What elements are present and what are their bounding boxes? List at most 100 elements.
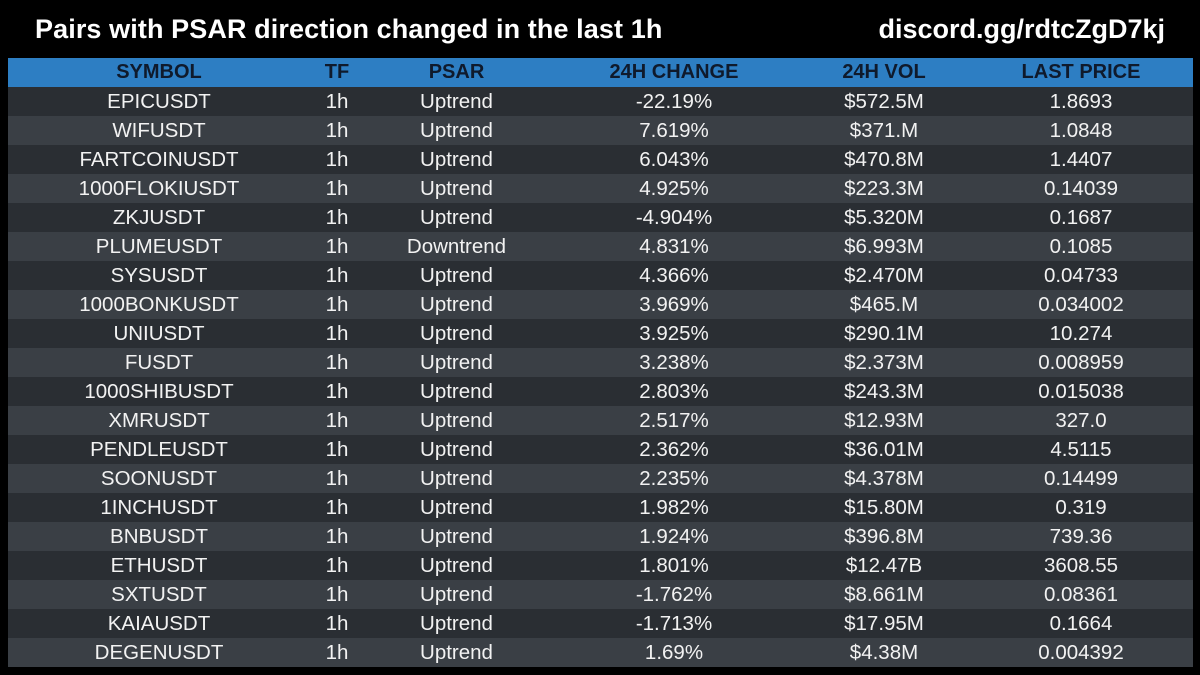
tf-cell: 1h (325, 438, 349, 461)
volume-cell: $36.01M (844, 438, 924, 461)
table-row[interactable]: XMRUSDT 1h Uptrend 2.517% $12.93M 327.0 (8, 406, 1193, 435)
volume-cell: $5.320M (844, 206, 924, 229)
psar-cell: Uptrend (420, 148, 493, 171)
tf-cell: 1h (325, 554, 349, 577)
table-row[interactable]: EPICUSDT 1h Uptrend -22.19% $572.5M 1.8693 (8, 87, 1193, 116)
header-bar: Pairs with PSAR direction changed in the… (0, 0, 1200, 58)
table-row[interactable]: 1000SHIBUSDT 1h Uptrend 2.803% $243.3M 0.0150… (8, 377, 1193, 406)
change-cell: 3.969% (639, 293, 709, 316)
table-row[interactable]: ZKJUSDT 1h Uptrend -4.904% $5.320M 0.1687 (8, 203, 1193, 232)
price-cell: 0.1687 (1049, 206, 1113, 229)
psar-cell: Uptrend (420, 119, 493, 142)
price-cell: 0.008959 (1038, 351, 1124, 374)
table-row[interactable]: ETHUSDT 1h Uptrend 1.801% $12.47B 3608.55 (8, 551, 1193, 580)
tf-cell: 1h (325, 264, 349, 287)
tf-cell: 1h (325, 641, 349, 664)
change-cell: 1.801% (639, 554, 709, 577)
volume-cell: $470.8M (844, 148, 924, 171)
volume-cell: $4.38M (849, 641, 919, 664)
table-row[interactable]: SXTUSDT 1h Uptrend -1.762% $8.661M 0.08361 (8, 580, 1193, 609)
column-header-symbol[interactable]: SYMBOL (116, 61, 202, 83)
price-cell: 1.8693 (1049, 90, 1113, 113)
psar-cell: Uptrend (420, 322, 493, 345)
price-cell: 0.015038 (1038, 380, 1124, 403)
price-cell: 3608.55 (1043, 554, 1119, 577)
change-cell: 2.517% (639, 409, 709, 432)
table-row[interactable]: SOONUSDT 1h Uptrend 2.235% $4.378M 0.14499 (8, 464, 1193, 493)
page-title: Pairs with PSAR direction changed in the… (35, 14, 663, 44)
table-row[interactable]: 1000FLOKIUSDT 1h Uptrend 4.925% $223.3M 0.140… (8, 174, 1193, 203)
price-cell: 739.36 (1049, 525, 1113, 548)
price-cell: 0.04733 (1043, 264, 1119, 287)
symbol-cell: FUSDT (124, 351, 194, 374)
psar-cell: Uptrend (420, 612, 493, 635)
volume-cell: $572.5M (844, 90, 924, 113)
column-header-24h-change[interactable]: 24H CHANGE (609, 61, 739, 83)
volume-cell: $2.373M (844, 351, 924, 374)
table-row[interactable]: SYSUSDT 1h Uptrend 4.366% $2.470M 0.04733 (8, 261, 1193, 290)
table-row[interactable]: WIFUSDT 1h Uptrend 7.619% $371.M 1.0848 (8, 116, 1193, 145)
volume-cell: $243.3M (844, 380, 924, 403)
table-row[interactable]: UNIUSDT 1h Uptrend 3.925% $290.1M 10.274 (8, 319, 1193, 348)
psar-cell: Uptrend (420, 583, 493, 606)
table-header-row: SYMBOL TF PSAR 24H CHANGE 24H VOL LAST P… (8, 58, 1193, 87)
psar-cell: Uptrend (420, 351, 493, 374)
volume-cell: $12.93M (844, 409, 924, 432)
column-header-tf[interactable]: TF (324, 61, 350, 83)
price-cell: 1.0848 (1049, 119, 1113, 142)
table-row[interactable]: 1INCHUSDT 1h Uptrend 1.982% $15.80M 0.319 (8, 493, 1193, 522)
symbol-cell: 1000FLOKIUSDT (78, 177, 240, 200)
table-row[interactable]: FARTCOINUSDT 1h Uptrend 6.043% $470.8M 1.4407 (8, 145, 1193, 174)
table-row[interactable]: 1000BONKUSDT 1h Uptrend 3.969% $465.M 0.03400… (8, 290, 1193, 319)
psar-cell: Uptrend (420, 525, 493, 548)
symbol-cell: SXTUSDT (111, 583, 207, 606)
table-row[interactable]: PLUMEUSDT 1h Downtrend 4.831% $6.993M 0.1085 (8, 232, 1193, 261)
change-cell: 1.982% (639, 496, 709, 519)
symbol-cell: DEGENUSDT (94, 641, 224, 664)
symbol-cell: WIFUSDT (112, 119, 206, 142)
volume-cell: $396.8M (844, 525, 924, 548)
change-cell: 2.803% (639, 380, 709, 403)
change-cell: -1.762% (635, 583, 713, 606)
volume-cell: $8.661M (844, 583, 924, 606)
tf-cell: 1h (325, 206, 349, 229)
psar-cell: Uptrend (420, 554, 493, 577)
change-cell: 2.362% (639, 438, 709, 461)
price-cell: 4.5115 (1050, 438, 1112, 461)
discord-link[interactable]: discord.gg/rdtcZgD7kj (878, 14, 1165, 44)
change-cell: 3.925% (639, 322, 709, 345)
tf-cell: 1h (325, 380, 349, 403)
volume-cell: $4.378M (844, 467, 924, 490)
volume-cell: $465.M (849, 293, 919, 316)
psar-cell: Downtrend (406, 235, 507, 258)
symbol-cell: PLUMEUSDT (95, 235, 223, 258)
symbol-cell: SYSUSDT (110, 264, 208, 287)
symbol-cell: UNIUSDT (113, 322, 205, 345)
change-cell: 7.619% (639, 119, 709, 142)
symbol-cell: FARTCOINUSDT (79, 148, 239, 171)
price-cell: 0.08361 (1043, 583, 1119, 606)
symbol-cell: KAIAUSDT (107, 612, 211, 635)
volume-cell: $371.M (849, 119, 919, 142)
table-row[interactable]: KAIAUSDT 1h Uptrend -1.713% $17.95M 0.1664 (8, 609, 1193, 638)
table-row[interactable]: DEGENUSDT 1h Uptrend 1.69% $4.38M 0.004392 (8, 638, 1193, 667)
volume-cell: $290.1M (844, 322, 924, 345)
price-cell: 10.274 (1049, 322, 1113, 345)
tf-cell: 1h (325, 525, 349, 548)
symbol-cell: 1000SHIBUSDT (84, 380, 234, 403)
price-cell: 327.0 (1055, 409, 1107, 432)
volume-cell: $223.3M (844, 177, 924, 200)
column-header-last-price[interactable]: LAST PRICE (1021, 61, 1141, 83)
symbol-cell: BNBUSDT (110, 525, 208, 548)
psar-cell: Uptrend (420, 496, 493, 519)
table-row[interactable]: BNBUSDT 1h Uptrend 1.924% $396.8M 739.36 (8, 522, 1193, 551)
psar-cell: Uptrend (420, 641, 493, 664)
column-header-psar[interactable]: PSAR (428, 61, 485, 83)
change-cell: 6.043% (639, 148, 709, 171)
table-row[interactable]: PENDLEUSDT 1h Uptrend 2.362% $36.01M 4.5115 (8, 435, 1193, 464)
column-header-24h-vol[interactable]: 24H VOL (842, 61, 926, 83)
tf-cell: 1h (325, 351, 349, 374)
price-cell: 1.4407 (1049, 148, 1113, 171)
price-cell: 0.14499 (1043, 467, 1119, 490)
table-row[interactable]: FUSDT 1h Uptrend 3.238% $2.373M 0.008959 (8, 348, 1193, 377)
